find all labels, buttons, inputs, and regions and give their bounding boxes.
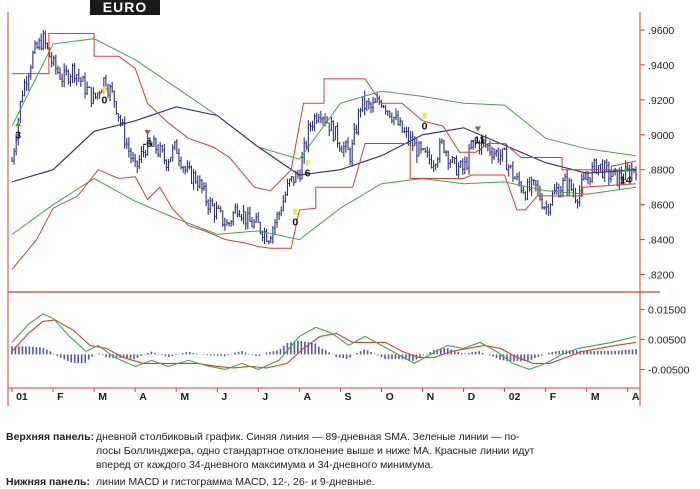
lower-panel-caption-line: линии MACD и гистограмма MACD, 12-, 26- … [96,476,375,488]
x-tick-label: A [303,391,311,403]
annotation-label: 3 [15,129,21,141]
bollinger-upper-line [11,38,637,160]
x-tick-label: D [468,391,476,403]
upper-y-tick-label: .8200 [648,270,674,282]
macd-line [11,313,637,370]
upper-panel-caption-label: Верхняя панель: [6,431,95,443]
annotation-label: 6 [305,168,311,180]
upper-y-tick-label: .9200 [648,95,674,107]
marker-icon [102,86,107,93]
upper-panel-caption-line-1: дневной столбиковый график. Синяя линия … [96,431,520,443]
marker-icon [293,208,298,215]
x-tick-label: F [550,391,557,403]
x-tick-label: O [386,391,394,403]
annotation-label: 0 [422,121,428,133]
signal-line [11,319,637,369]
x-tick-label: M [98,391,107,403]
x-tick-label: 02 [509,391,521,403]
annotation-label: -6 [143,138,152,150]
bollinger-lower-line [11,177,637,241]
annotation-label: 0 [101,94,107,106]
x-tick-label: M [591,391,600,403]
channel-high-line [12,33,637,192]
upper-y-tick-label: .8400 [648,235,674,247]
channel-low-line [11,143,637,270]
down-arrow-icon [144,130,151,136]
upper-y-tick-label: .8800 [648,165,674,177]
x-tick-label: N [427,391,435,403]
x-tick-label: J [262,391,268,403]
up-arrow-icon [15,121,22,127]
upper-y-tick-label: .8600 [648,200,674,212]
marker-icon [305,159,310,166]
x-tick-label: A [139,391,147,403]
x-tick-label: F [57,391,64,403]
chart-canvas: .9600 .9400 .9200 .9000 .8800 .8600 .8400 .8200… [7,12,690,406]
sma-89-line [11,106,637,183]
x-tick-label: A [632,391,640,403]
x-tick-label: S [345,391,352,403]
x-tick-label: 01 [16,391,28,403]
lower-panel-caption-label: Нижняя панель: [6,476,90,488]
euro-logo: EURO [90,0,160,15]
down-arrow-icon [474,126,481,132]
upper-y-tick-label: .9400 [648,60,674,72]
annotation-label: 14 [620,175,632,187]
lower-y-tick-label: 0.00500 [648,334,686,346]
upper-y-tick-label: .9600 [648,25,674,37]
upper-y-tick-label: .9000 [648,130,674,142]
annotation-label: 0 [292,217,298,229]
x-tick-label: J [221,391,227,403]
lower-y-tick-label: -0.00500 [648,364,690,376]
x-tick-label: M [180,391,189,403]
upper-panel-caption-line-3: вперед от каждого 34-дневного максимума … [96,459,434,471]
lower-y-tick-label: 0.01500 [648,304,686,316]
up-arrow-icon [622,166,629,172]
annotation-label: -11 [471,135,486,147]
upper-panel-caption-line-2: лосы Боллинджера, одно стандартное откло… [96,445,535,457]
marker-icon [422,112,427,119]
